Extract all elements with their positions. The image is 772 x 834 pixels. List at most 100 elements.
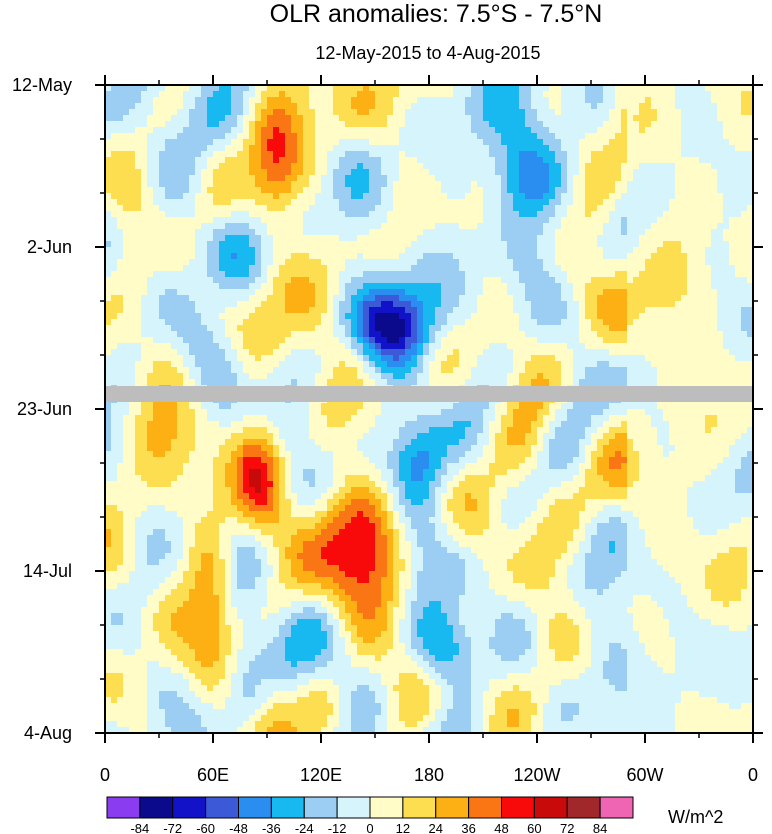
field-cell [303, 289, 310, 296]
field-cell [399, 115, 406, 122]
field-cell [741, 193, 748, 200]
field-cell [579, 259, 586, 266]
field-cell [459, 175, 466, 182]
field-cell [519, 187, 526, 194]
field-cell [627, 235, 634, 242]
field-cell [411, 115, 418, 122]
field-cell [207, 295, 214, 302]
field-cell [537, 103, 544, 110]
field-cell [603, 253, 610, 260]
field-cell [279, 169, 286, 176]
field-cell [357, 259, 364, 266]
field-cell [693, 271, 700, 278]
field-cell [621, 127, 628, 134]
field-cell [687, 247, 694, 254]
field-cell [663, 259, 670, 266]
field-cell [657, 217, 664, 224]
field-cell [675, 121, 682, 128]
field-cell [639, 103, 646, 110]
field-cell [573, 289, 580, 296]
field-cell [609, 349, 616, 356]
field-cell [153, 349, 160, 356]
field-cell [321, 301, 328, 308]
field-cell [621, 271, 628, 278]
field-cell [315, 91, 322, 98]
field-cell [507, 187, 514, 194]
field-cell [375, 109, 382, 116]
field-cell [183, 91, 190, 98]
field-cell [261, 361, 268, 368]
field-cell [267, 145, 274, 152]
field-cell [303, 145, 310, 152]
field-cell [291, 259, 298, 266]
field-cell [225, 121, 232, 128]
field-cell [633, 313, 640, 320]
field-cell [183, 163, 190, 170]
field-cell [321, 151, 328, 158]
field-cell [189, 241, 196, 248]
field-cell [363, 211, 370, 218]
field-cell [471, 121, 478, 128]
field-cell [639, 199, 646, 206]
field-cell [519, 103, 526, 110]
field-cell [741, 121, 748, 128]
field-cell [609, 355, 616, 362]
field-cell [477, 85, 484, 92]
field-cell [201, 145, 208, 152]
field-cell [135, 139, 142, 146]
field-cell [627, 241, 634, 248]
field-cell [363, 235, 370, 242]
field-cell [333, 145, 340, 152]
field-cell [513, 175, 520, 182]
field-cell [321, 283, 328, 290]
field-cell [447, 241, 454, 248]
field-cell [609, 115, 616, 122]
field-cell [123, 361, 130, 368]
field-cell [195, 331, 202, 338]
field-cell [183, 169, 190, 176]
field-cell [495, 301, 502, 308]
field-cell [705, 301, 712, 308]
field-cell [453, 85, 460, 92]
field-cell [399, 211, 406, 218]
field-cell [369, 109, 376, 116]
field-cell [255, 253, 262, 260]
field-cell [423, 349, 430, 356]
field-cell [351, 103, 358, 110]
field-cell [699, 253, 706, 260]
field-cell [741, 241, 748, 248]
field-cell [399, 175, 406, 182]
field-cell [291, 211, 298, 218]
field-cell [417, 331, 424, 338]
field-cell [435, 331, 442, 338]
field-cell [369, 193, 376, 200]
field-cell [675, 175, 682, 182]
field-cell [129, 223, 136, 230]
field-cell [513, 247, 520, 254]
field-cell [261, 223, 268, 230]
field-cell [669, 127, 676, 134]
field-cell [741, 199, 748, 206]
field-cell [225, 283, 232, 290]
field-cell [447, 271, 454, 278]
field-cell [369, 343, 376, 350]
field-cell [207, 139, 214, 146]
field-cell [603, 301, 610, 308]
field-cell [453, 139, 460, 146]
field-cell [603, 199, 610, 206]
field-cell [285, 235, 292, 242]
field-cell [357, 199, 364, 206]
field-cell [501, 295, 508, 302]
field-cell [501, 235, 508, 242]
field-cell [159, 163, 166, 170]
field-cell [369, 277, 376, 284]
field-cell [603, 139, 610, 146]
field-cell [543, 187, 550, 194]
field-cell [663, 241, 670, 248]
field-cell [489, 157, 496, 164]
field-cell [483, 205, 490, 212]
field-cell [543, 151, 550, 158]
field-cell [603, 295, 610, 302]
field-cell [303, 103, 310, 110]
field-cell [471, 229, 478, 236]
